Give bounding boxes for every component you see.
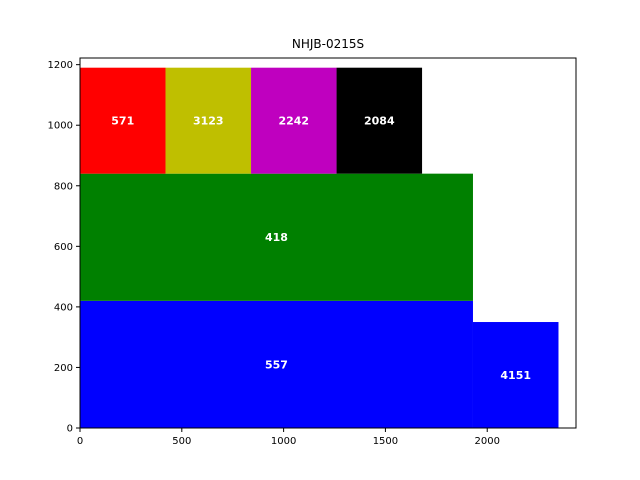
y-tick-label-800: 800 [54,181,73,192]
x-tick-label-1000: 1000 [271,436,296,447]
rect-2242 [251,67,337,174]
y-tick-label-400: 400 [54,302,73,313]
rectangle-labels: 557 4151 418 571 3123 2242 2084 [111,115,531,382]
y-tick-label-1200: 1200 [48,60,73,71]
rect-418 [80,173,473,301]
rect-label-418: 418 [265,231,288,244]
y-tick-label-0: 0 [67,424,73,435]
rect-label-2242: 2242 [278,115,309,128]
y-axis: 0 200 400 600 800 1000 1200 [48,60,80,435]
x-tick-label-500: 500 [172,436,191,447]
chart-title: NHJB-0215S [292,37,364,51]
rect-571 [80,67,166,174]
x-tick-label-1500: 1500 [373,436,398,447]
x-axis: 0 500 1000 1500 2000 [77,428,500,447]
rect-label-571: 571 [111,115,134,128]
rect-label-3123: 3123 [193,115,224,128]
rect-557 [80,300,473,428]
rect-label-2084: 2084 [364,115,395,128]
axes-frame [79,57,577,429]
y-tick-label-600: 600 [54,242,73,253]
rect-label-557: 557 [265,358,288,371]
rect-3123 [165,67,252,174]
x-tick-label-2000: 2000 [474,436,499,447]
rect-label-4151: 4151 [500,369,531,382]
x-tick-label-0: 0 [77,436,83,447]
rect-4151 [472,322,559,428]
y-tick-label-200: 200 [54,363,73,374]
plot-rectangles [80,67,559,428]
rect-2084 [336,67,423,174]
y-tick-label-1000: 1000 [48,121,73,132]
